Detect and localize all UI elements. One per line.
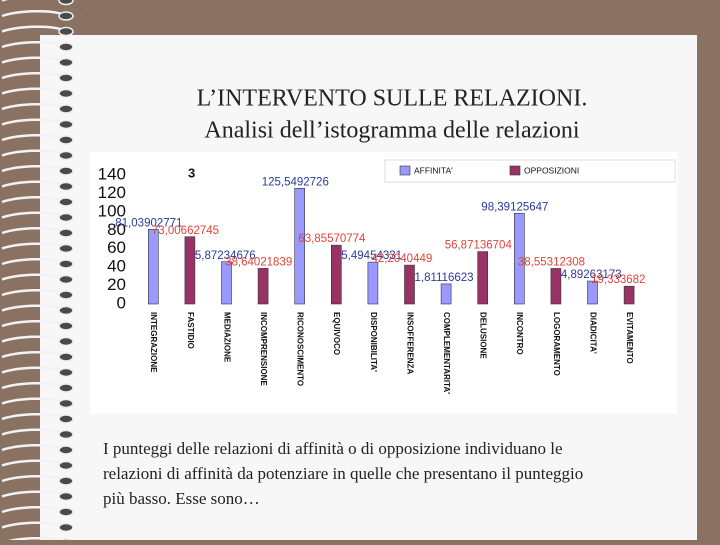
legend-box — [384, 159, 676, 183]
bar — [404, 264, 415, 305]
bar — [587, 280, 598, 305]
data-label: 24,89263173 — [555, 269, 622, 281]
legend-label: AFFINITA' — [414, 165, 453, 175]
x-tick-label: DELUSIONE — [479, 312, 488, 359]
data-label: 38,55312308 — [518, 257, 585, 269]
annotation: 3 — [188, 165, 195, 180]
bar — [440, 283, 452, 305]
legend-label: OPPOSIZIONI — [524, 165, 579, 175]
y-tick-label: 120 — [98, 183, 126, 202]
data-label: 125,5492726 — [262, 176, 329, 188]
x-tick-label: DIADICITA' — [588, 312, 597, 354]
data-label: 63,85570774 — [298, 233, 366, 245]
data-label: 73,00662745 — [152, 225, 219, 237]
x-tick-label: MEDIAZIONE — [222, 312, 231, 363]
data-label: 19,333682 — [591, 274, 645, 286]
x-tick-label: EVITAMENTO — [625, 312, 634, 364]
body-text: I punteggi delle relazioni di affinità o… — [103, 439, 563, 458]
y-tick-label: 60 — [107, 238, 126, 257]
y-tick-label: 140 — [98, 164, 126, 183]
bar — [550, 268, 562, 305]
data-label: 38,64021839 — [225, 256, 292, 268]
x-tick-label: INCOMPRENSIONE — [259, 312, 268, 386]
bar — [184, 236, 196, 305]
y-tick-label: 80 — [107, 220, 126, 239]
x-tick-label: INTEGRAZIONE — [149, 312, 158, 373]
y-tick-label: 40 — [107, 257, 126, 276]
bar — [330, 244, 342, 305]
bar — [257, 268, 269, 305]
legend-swatch — [509, 165, 521, 176]
x-tick-label: RICONOSCIMENTO — [296, 312, 305, 386]
bar — [148, 229, 159, 305]
x-tick-label: COMPLEMENTARITA' — [442, 312, 451, 394]
y-tick-label: 20 — [107, 275, 126, 294]
bar — [623, 285, 635, 305]
spiral-binding — [0, 0, 82, 540]
x-tick-label: EQUIVOCO — [332, 312, 341, 355]
x-tick-label: INSOFFERENZA — [405, 312, 414, 374]
bar — [221, 261, 232, 305]
x-tick-label: INCONTRO — [515, 312, 524, 355]
data-label: 21,81116623 — [408, 272, 473, 284]
x-tick-label: LOGORAMENTO — [552, 312, 561, 376]
slide-title: L’INTERVENTO SULLE RELAZIONI. — [197, 86, 588, 112]
data-label: 56,87136704 — [445, 240, 513, 252]
body-text: più basso. Esse sono… — [103, 489, 260, 508]
legend-swatch — [399, 165, 411, 176]
y-tick-label: 100 — [98, 201, 126, 220]
bar — [294, 188, 306, 305]
bar — [367, 261, 379, 305]
data-label: 45,87234676 — [189, 250, 256, 262]
data-label: 98,39125647 — [481, 201, 548, 213]
x-tick-label: FASTIDIO — [186, 312, 195, 349]
bar — [477, 251, 489, 305]
slide-title: Analisi dell’istogramma delle relazioni — [204, 118, 580, 144]
data-label: 81,03902771 — [115, 217, 182, 229]
data-label: 42,2040449 — [372, 253, 433, 265]
data-label: 45,49454331 — [335, 250, 402, 262]
bar — [513, 213, 525, 305]
y-tick-label: 0 — [117, 293, 126, 312]
x-tick-label: DISPONIBILITA' — [369, 312, 378, 372]
body-text: relazioni di affinità da potenziare in q… — [103, 464, 583, 483]
